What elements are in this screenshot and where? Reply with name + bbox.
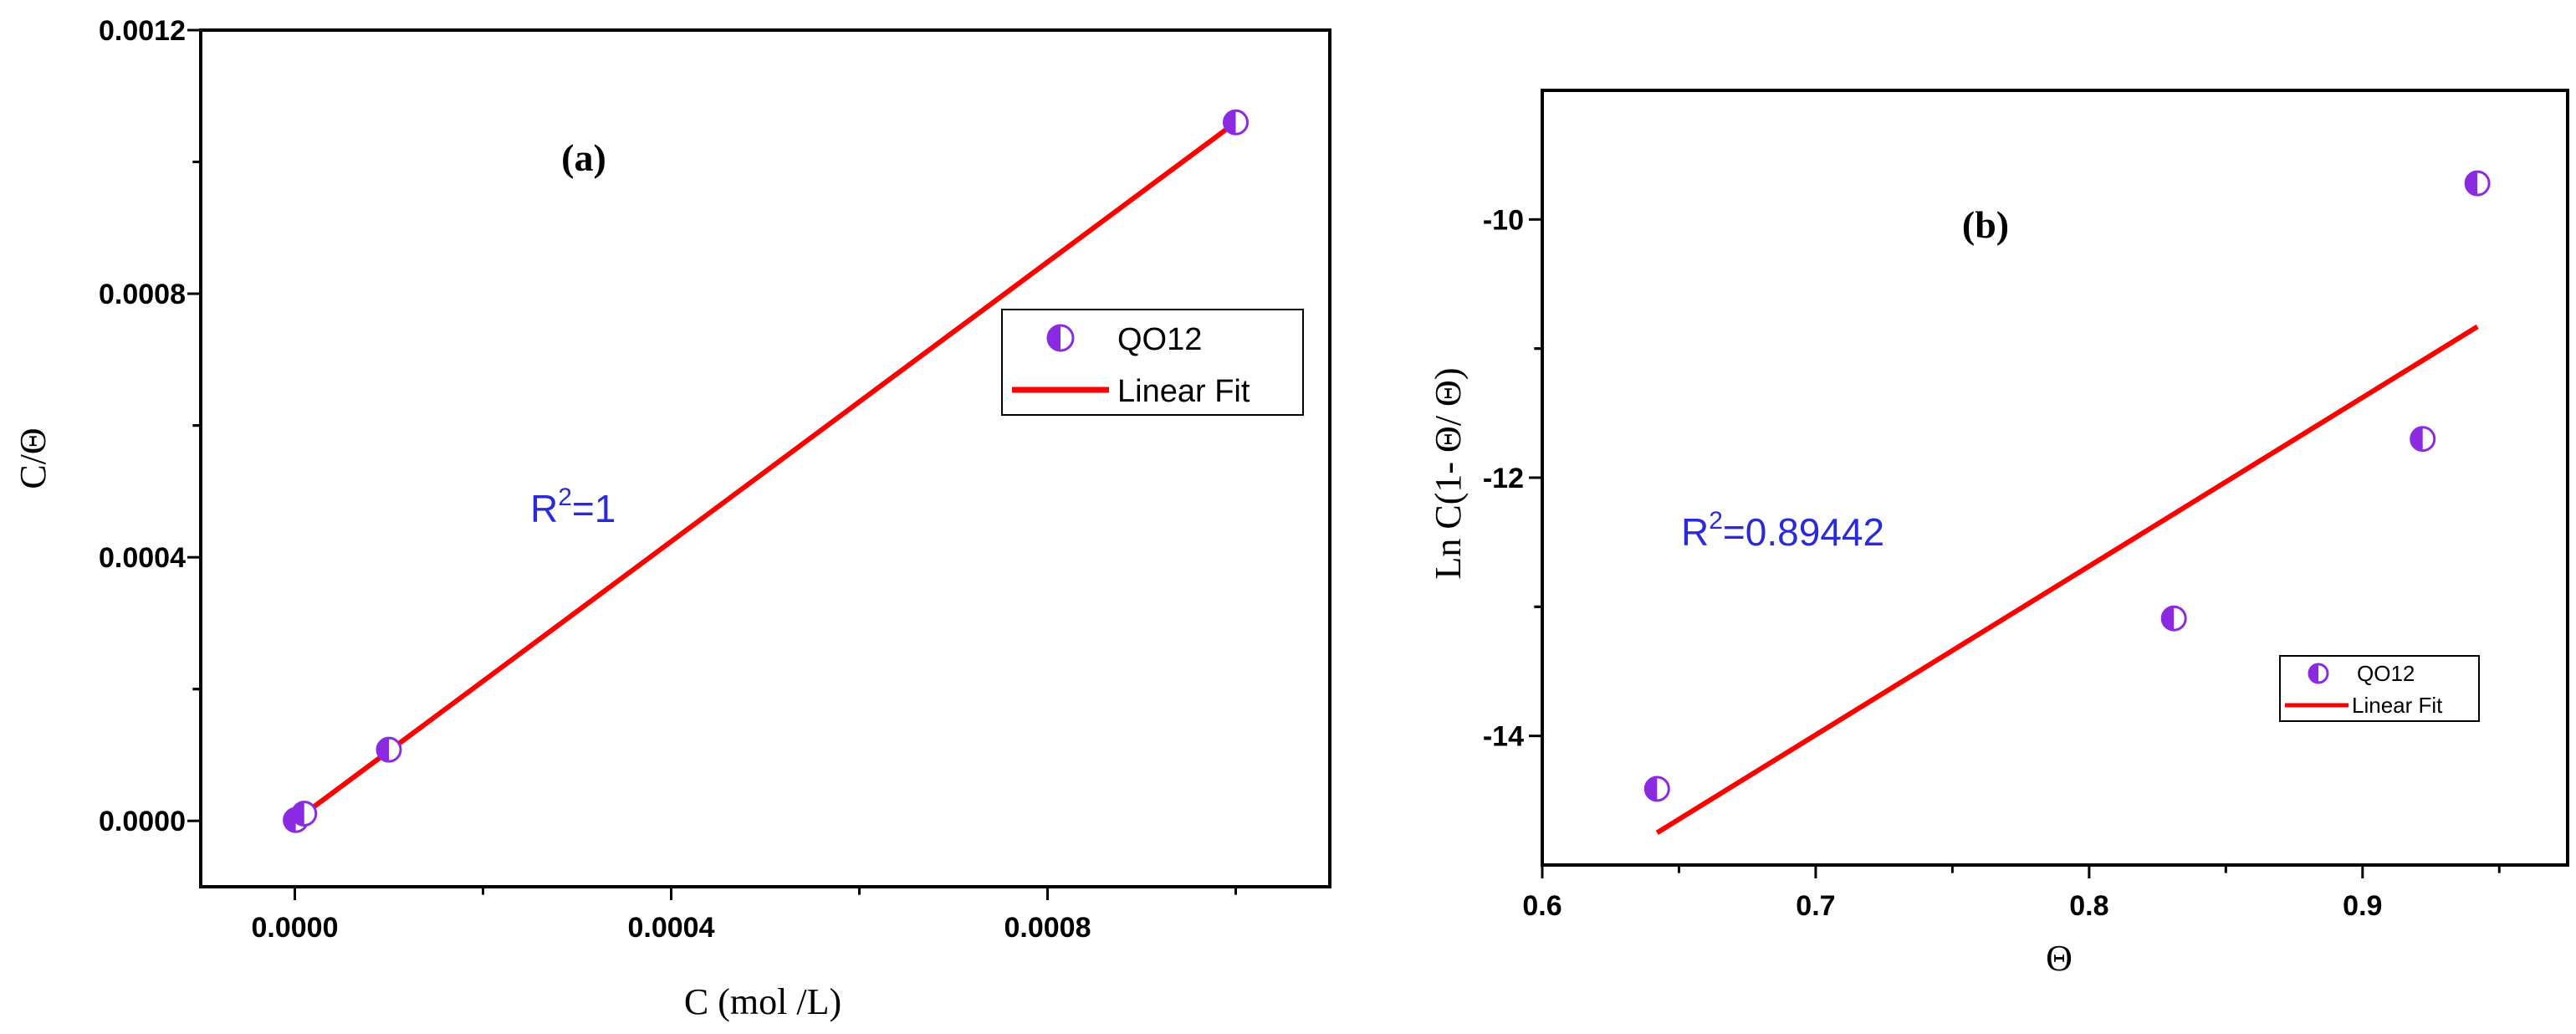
x-tick-label-b-1: 0.7 xyxy=(1796,890,1835,922)
fit-line-b xyxy=(1655,324,2479,835)
legend-label-qo12-b: QO12 xyxy=(2357,661,2415,686)
y-axis-title-a: C/Θ xyxy=(13,427,54,489)
data-points-a xyxy=(283,109,1249,833)
data-point-a-1 xyxy=(291,801,318,827)
legend-b: QO12 Linear Fit xyxy=(2279,655,2480,722)
legend-label-qo12-a: QO12 xyxy=(1117,322,1202,357)
data-point-b-3 xyxy=(2464,170,2491,197)
y-tick-label-a-2: 0.0008 xyxy=(99,279,186,310)
y-tick-label-a-1: 0.0004 xyxy=(99,542,186,574)
x-tick-label-a-2: 0.0008 xyxy=(1004,912,1091,944)
plot-frame-a xyxy=(199,28,1331,888)
data-point-a-2 xyxy=(376,736,402,763)
axis-ticks-a: 0.0000 0.0004 0.0008 0.0000 0.0004 0.0008 0.00… xyxy=(99,15,1237,944)
y-tick-label-b-1: -12 xyxy=(1483,463,1524,494)
linear-fit-line-b xyxy=(1655,324,2479,835)
y-tick-label-b-0: -14 xyxy=(1483,721,1524,753)
r2-annotation-a: R2=1 xyxy=(530,484,616,530)
x-tick-label-a-1: 0.0004 xyxy=(628,912,715,944)
x-axis-title-b: Θ xyxy=(2046,938,2073,979)
legend-label-fit-b: Linear Fit xyxy=(2352,693,2443,718)
linear-fit-line-a xyxy=(293,120,1238,823)
y-tick-label-a-3: 0.0012 xyxy=(99,15,186,47)
data-point-b-1 xyxy=(2160,605,2187,632)
x-axis-title-a: C (mol /L) xyxy=(684,981,841,1022)
x-tick-label-b-3: 0.9 xyxy=(2343,890,2382,922)
y-axis-title-b: Ln C(1- Θ/ Θ) xyxy=(1428,368,1469,580)
x-tick-label-a-0: 0.0000 xyxy=(252,912,339,944)
axis-ticks-b: 0.6 0.7 0.8 0.9 -14 -12 -10 xyxy=(1483,204,2501,922)
data-point-a-3 xyxy=(1223,109,1249,136)
legend-marker-a xyxy=(1046,324,1075,352)
x-tick-label-b-0: 0.6 xyxy=(1522,890,1561,922)
legend-a: QO12 Linear Fit xyxy=(1001,309,1304,416)
legend-marker-b xyxy=(2308,663,2329,684)
r2-annotation-b: R2=0.89442 xyxy=(1681,507,1884,554)
legend-label-fit-a: Linear Fit xyxy=(1117,374,1250,409)
data-point-b-2 xyxy=(2410,426,2436,453)
data-points-b xyxy=(1643,170,2491,802)
data-point-b-0 xyxy=(1643,776,1670,802)
panel-label-a: (a) xyxy=(561,136,606,179)
x-tick-label-b-2: 0.8 xyxy=(2069,890,2108,922)
panel-a: 0.0000 0.0004 0.0008 0.0000 0.0004 0.0008 0.00… xyxy=(13,15,1331,1022)
y-tick-label-a-0: 0.0000 xyxy=(99,806,186,837)
panel-b: 0.6 0.7 0.8 0.9 -14 -12 -10 (b) R2=0.89442 QO1… xyxy=(1428,89,2569,979)
fit-line-a xyxy=(293,120,1238,823)
y-tick-label-b-2: -10 xyxy=(1483,204,1524,236)
panel-label-b: (b) xyxy=(1962,203,2009,246)
